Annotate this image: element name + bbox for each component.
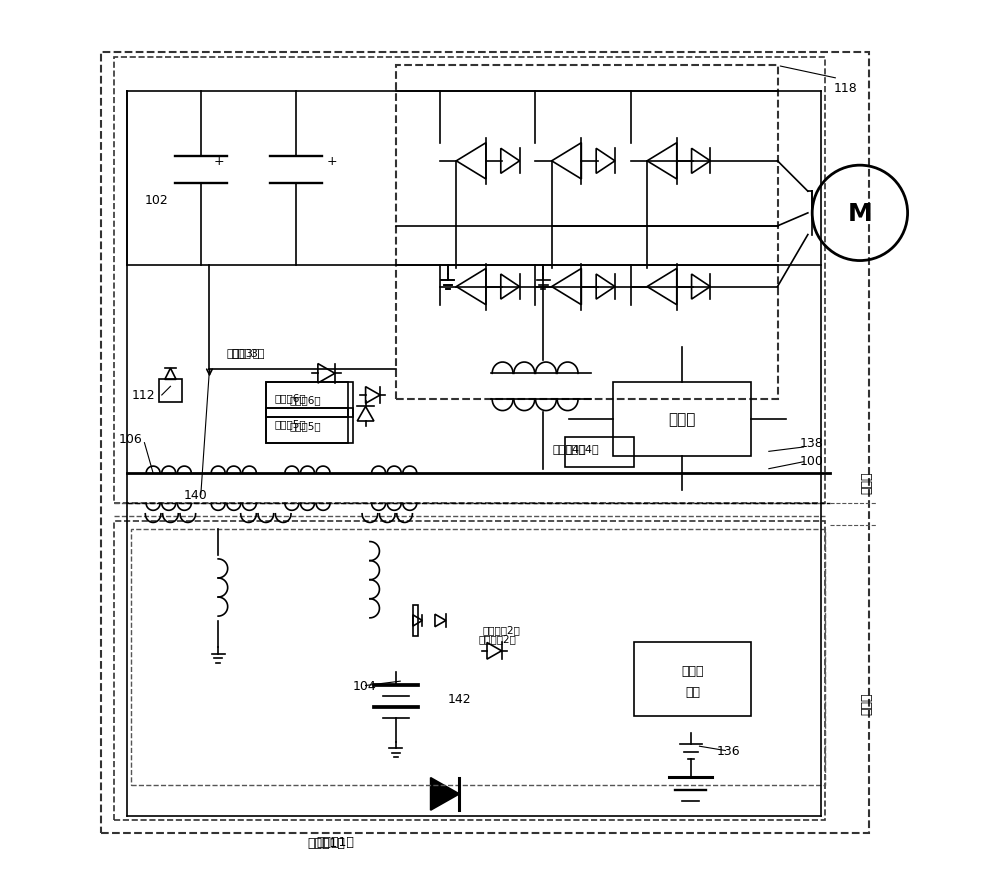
- Text: 电源（1）: 电源（1）: [308, 836, 345, 849]
- Bar: [634, 642, 751, 716]
- Bar: [413, 605, 418, 636]
- Text: 142: 142: [448, 693, 472, 705]
- Bar: [131, 530, 825, 786]
- Bar: [101, 53, 869, 833]
- Text: 112: 112: [131, 389, 155, 402]
- Text: 电源（6）: 电源（6）: [289, 395, 321, 405]
- Text: 电源（1）: 电源（1）: [316, 835, 354, 848]
- Bar: [114, 57, 825, 504]
- Text: +: +: [327, 156, 337, 168]
- Bar: [114, 521, 825, 820]
- Text: 电源（5）: 电源（5）: [289, 421, 321, 431]
- Text: M: M: [848, 202, 872, 226]
- Bar: [396, 66, 778, 400]
- Text: ～电源（2）: ～电源（2）: [483, 625, 521, 634]
- Text: 制器: 制器: [685, 686, 700, 699]
- Text: +: +: [214, 156, 224, 168]
- Text: 136: 136: [717, 744, 740, 757]
- Polygon shape: [431, 778, 459, 810]
- Text: 高压侧: 高压侧: [860, 471, 873, 494]
- Text: 102: 102: [144, 194, 168, 207]
- Text: 低压侧: 低压侧: [860, 692, 873, 714]
- Text: 控制器: 控制器: [668, 412, 696, 427]
- Text: 118: 118: [834, 82, 858, 95]
- Text: 电源（4）: 电源（4）: [552, 443, 586, 454]
- Text: 104: 104: [353, 680, 376, 693]
- Text: 100: 100: [799, 454, 823, 467]
- Text: 电源（4）: 电源（4）: [565, 443, 599, 454]
- Bar: [266, 382, 353, 417]
- Text: 电源（3）: 电源（3）: [227, 348, 260, 357]
- Text: 电源（5）: 电源（5）: [275, 419, 306, 429]
- Bar: [266, 408, 348, 443]
- Text: 电源（6）: 电源（6）: [275, 393, 306, 403]
- Text: 106: 106: [118, 433, 142, 445]
- Text: ～电源（2）: ～电源（2）: [478, 634, 516, 643]
- Bar: [266, 408, 353, 443]
- Bar: [159, 380, 182, 402]
- Bar: [565, 437, 634, 468]
- Bar: [266, 382, 348, 417]
- Bar: [613, 382, 751, 456]
- Text: 138: 138: [799, 436, 823, 449]
- Text: 140: 140: [183, 488, 207, 501]
- Text: 通信控: 通信控: [682, 664, 704, 677]
- Text: 电源（3）: 电源（3）: [231, 348, 265, 357]
